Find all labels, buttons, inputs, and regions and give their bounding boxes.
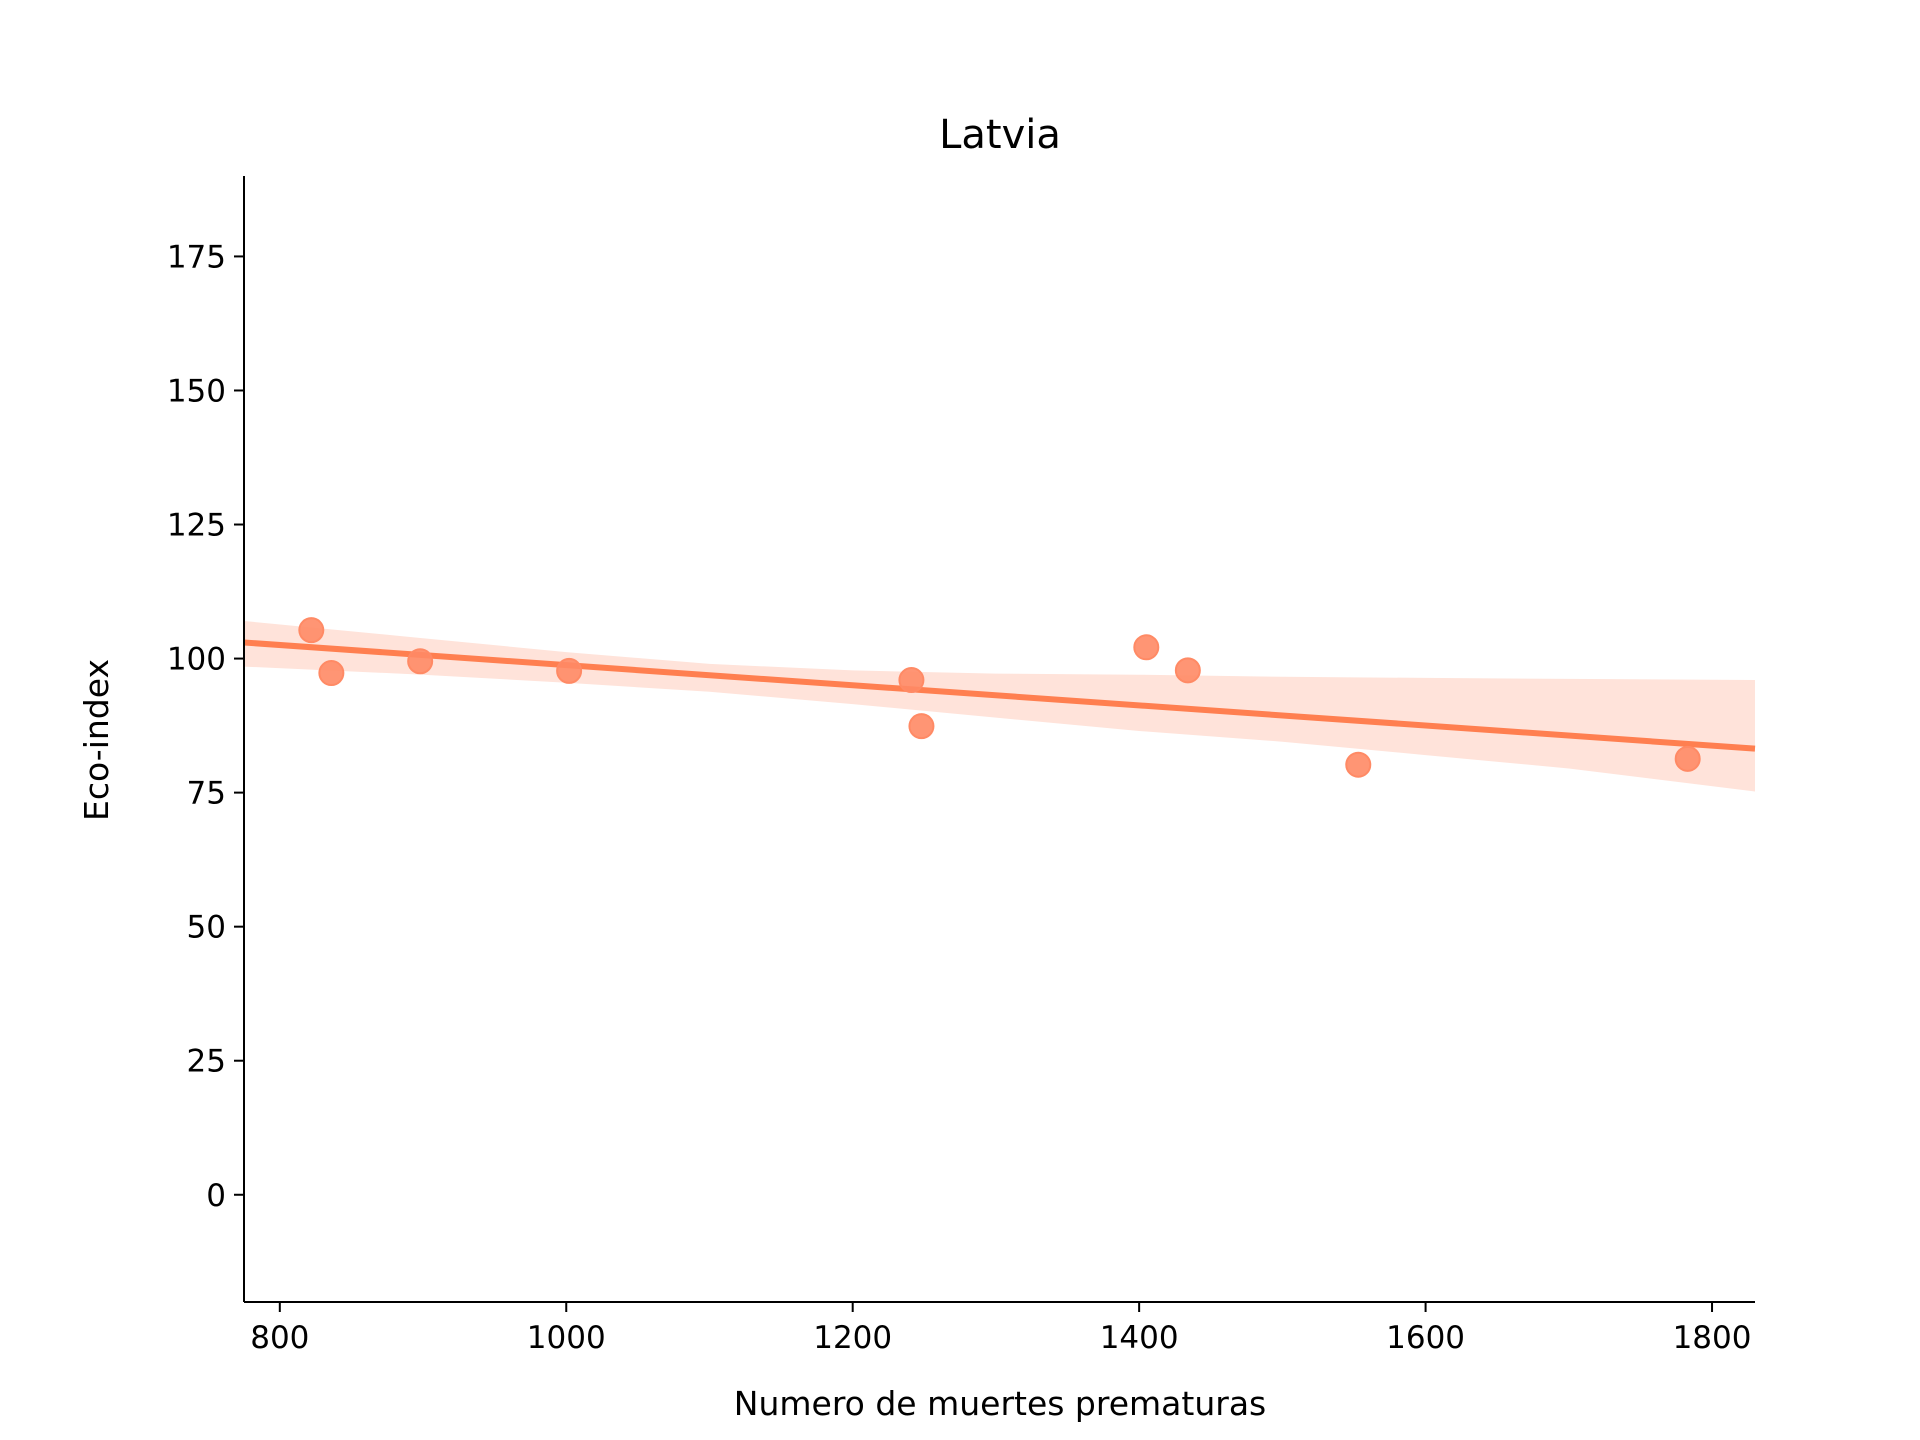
y-tick-label: 50 xyxy=(187,910,226,946)
x-tick-label: 1200 xyxy=(813,1320,892,1356)
x-axis-ticks: 800 1000 1200 1400 1600 1800 xyxy=(250,1302,1751,1356)
regression-line-layer xyxy=(243,639,1756,752)
y-tick-label: 175 xyxy=(167,239,226,275)
y-axis-label: Eco-index xyxy=(77,659,116,821)
y-tick-label: 150 xyxy=(167,373,226,409)
y-tick-label: 25 xyxy=(187,1044,226,1080)
x-tick-label: 1000 xyxy=(527,1320,606,1356)
x-tick-label: 800 xyxy=(250,1320,309,1356)
x-tick-label: 1400 xyxy=(1100,1320,1179,1356)
x-tick-label: 1600 xyxy=(1386,1320,1465,1356)
chart-title: Latvia xyxy=(939,112,1061,158)
y-tick-label: 0 xyxy=(206,1178,226,1214)
data-point xyxy=(1174,657,1201,684)
x-tick-label: 1800 xyxy=(1673,1320,1752,1356)
data-point xyxy=(407,648,434,675)
data-point xyxy=(898,667,925,694)
confidence-band-layer xyxy=(244,621,1755,792)
y-tick-label: 100 xyxy=(167,642,226,678)
data-point xyxy=(1674,745,1701,772)
data-point xyxy=(908,713,935,740)
data-point xyxy=(556,657,583,684)
x-axis-label: Numero de muertes prematuras xyxy=(734,1384,1266,1423)
data-point xyxy=(1345,751,1372,778)
y-tick-label: 125 xyxy=(167,508,226,544)
axes xyxy=(243,176,1755,1303)
confidence-band xyxy=(244,621,1755,792)
y-axis-ticks: 0 25 50 75 100 125 150 175 xyxy=(167,239,244,1214)
data-point xyxy=(1133,634,1160,661)
data-point xyxy=(298,617,325,644)
data-points-layer xyxy=(298,617,1701,778)
regression-line xyxy=(243,639,1756,752)
data-point xyxy=(318,660,345,687)
y-tick-label: 75 xyxy=(187,776,226,812)
